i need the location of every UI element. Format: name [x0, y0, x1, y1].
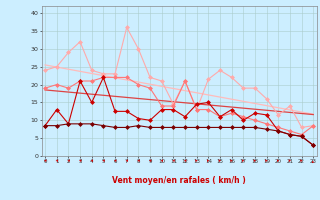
X-axis label: Vent moyen/en rafales ( km/h ): Vent moyen/en rafales ( km/h )	[112, 176, 246, 185]
